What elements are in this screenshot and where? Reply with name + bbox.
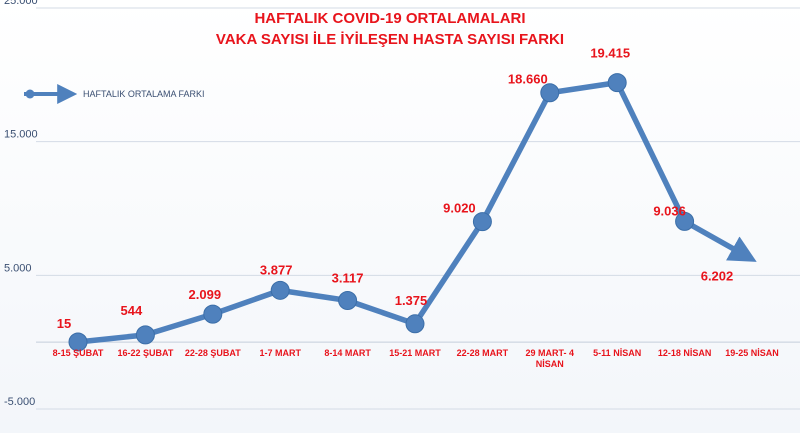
y-tick-label: -5.000 <box>4 396 35 408</box>
y-tick-label: 15.000 <box>4 129 38 141</box>
x-tick-label: 5-11 NİSAN <box>593 348 641 358</box>
legend-marker <box>25 89 35 99</box>
x-tick-label: 1-7 MART <box>259 348 301 358</box>
data-point <box>203 304 223 324</box>
x-tick-label: 22-28 ŞUBAT <box>185 348 241 358</box>
x-tick-label: 12-18 NİSAN <box>658 348 712 358</box>
data-point <box>472 212 492 232</box>
x-tick-label: 15-21 MART <box>389 348 441 358</box>
data-label: 19.415 <box>590 46 630 61</box>
data-point <box>607 73 627 93</box>
data-point <box>540 83 560 103</box>
data-label: 9.036 <box>653 203 686 218</box>
x-axis-ticks: 8-15 ŞUBAT 16-22 ŞUBAT 22-28 ŞUBAT 1-7 MART… <box>53 348 779 369</box>
x-tick-label: 8-14 MART <box>324 348 371 358</box>
x-tick-label: 29 MART- 4 NİSAN <box>526 348 575 369</box>
data-labels: 15 544 2.099 3.877 3.117 1.375 9.020 18.660 19.4… <box>57 46 734 331</box>
data-label: 9.020 <box>443 201 476 216</box>
legend-label: HAFTALIK ORTALAMA FARKI <box>83 89 205 99</box>
data-point <box>68 332 88 352</box>
chart-title-line-1: HAFTALIK COVID-19 ORTALAMALARI <box>254 10 525 27</box>
data-point <box>675 211 695 231</box>
y-tick-label: 5.000 <box>4 262 32 274</box>
data-label: 3.877 <box>260 262 293 277</box>
y-axis-ticks: -5.000 5.000 15.000 25.000 <box>4 0 38 408</box>
data-label: 15 <box>57 316 71 331</box>
legend: HAFTALIK ORTALAMA FARKI <box>24 84 205 104</box>
data-label: 6.202 <box>701 268 734 283</box>
x-tick-label: 8-15 ŞUBAT <box>53 348 104 358</box>
data-point <box>135 325 155 345</box>
data-point <box>338 291 358 311</box>
x-tick-label: 16-22 ŞUBAT <box>117 348 173 358</box>
y-tick-label: 25.000 <box>4 0 38 7</box>
series-haftalik-ortalama-farki <box>68 73 757 352</box>
x-tick-label: 19-25 NİSAN <box>725 348 779 358</box>
data-label: 18.660 <box>508 72 548 87</box>
data-point <box>270 280 290 300</box>
data-label: 1.375 <box>395 293 428 308</box>
data-label: 2.099 <box>189 287 222 302</box>
x-tick-label: 22-28 MART <box>457 348 509 358</box>
chart-title-line-2: VAKA SAYISI İLE İYİLEŞEN HASTA SAYISI FA… <box>216 31 564 48</box>
data-label: 544 <box>121 303 143 318</box>
data-point <box>405 314 425 334</box>
gridlines <box>36 7 800 410</box>
data-label: 3.117 <box>332 271 364 286</box>
